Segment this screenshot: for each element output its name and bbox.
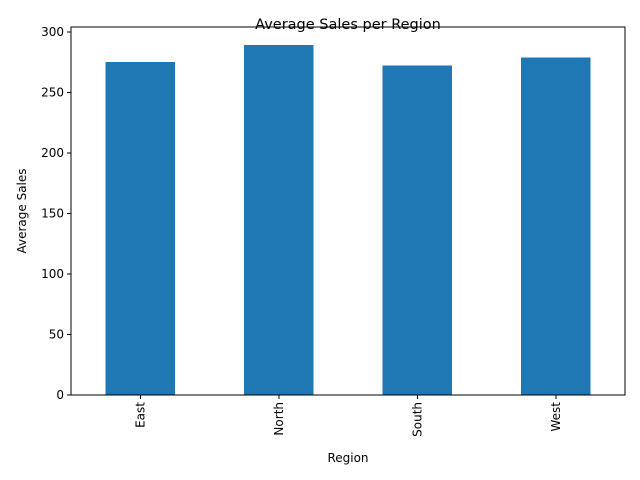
y-tick-label: 250 [41,85,64,99]
y-tick-label: 50 [49,327,64,341]
bar-north [244,45,314,395]
bar-south [382,65,452,395]
x-tick-label-west: West [549,402,563,432]
bar-east [105,62,175,395]
x-tick-label-north: North [272,402,286,436]
x-tick-label-south: South [410,402,424,437]
y-tick-label: 100 [41,267,64,281]
x-tick-label-east: East [133,402,147,428]
x-axis-label: Region [327,451,368,465]
y-tick-label: 150 [41,206,64,220]
y-tick-label: 300 [41,25,64,39]
y-tick-label: 0 [56,388,64,402]
bar-west [521,57,591,396]
chart-title: Average Sales per Region [255,17,441,33]
y-axis-label: Average Sales [15,168,29,253]
bars-group [105,45,591,396]
y-axis-ticks: 0 50 100 150 200 250 300 [41,25,71,402]
plot-frame [70,26,626,396]
y-tick-label: 200 [41,146,64,160]
x-axis-ticks: East North South West [133,395,563,437]
